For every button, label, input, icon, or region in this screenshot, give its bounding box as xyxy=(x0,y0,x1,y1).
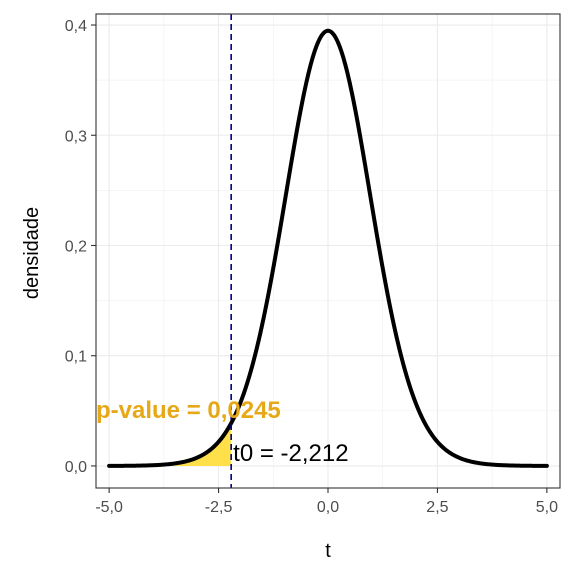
x-tick-label: 5,0 xyxy=(536,499,558,516)
p-value-annotation: p-value = 0,0245 xyxy=(96,397,281,424)
t-density-curve xyxy=(107,28,549,468)
y-tick-label: 0,4 xyxy=(65,18,87,35)
y-tick-label: 0,0 xyxy=(65,459,87,476)
y-tick-label: 0,1 xyxy=(65,349,87,366)
y-tick-label: 0,2 xyxy=(65,238,87,255)
t0-annotation: t0 = -2,212 xyxy=(233,440,348,467)
x-tick-label: -2,5 xyxy=(205,499,233,516)
plot-area: -5,0 -2,5 0,0 2,5 5,0 0,0 0,1 0,2 0,3 0,4 xyxy=(65,13,561,516)
y-tick-label: 0,3 xyxy=(65,128,87,145)
p-value-shaded-area xyxy=(109,423,232,466)
x-tick-label: 2,5 xyxy=(426,499,448,516)
x-tick-label: -5,0 xyxy=(95,499,123,516)
y-axis-title: densidade xyxy=(21,207,43,299)
x-axis-title: t xyxy=(325,540,331,562)
x-tick-label: 0,0 xyxy=(317,499,339,516)
